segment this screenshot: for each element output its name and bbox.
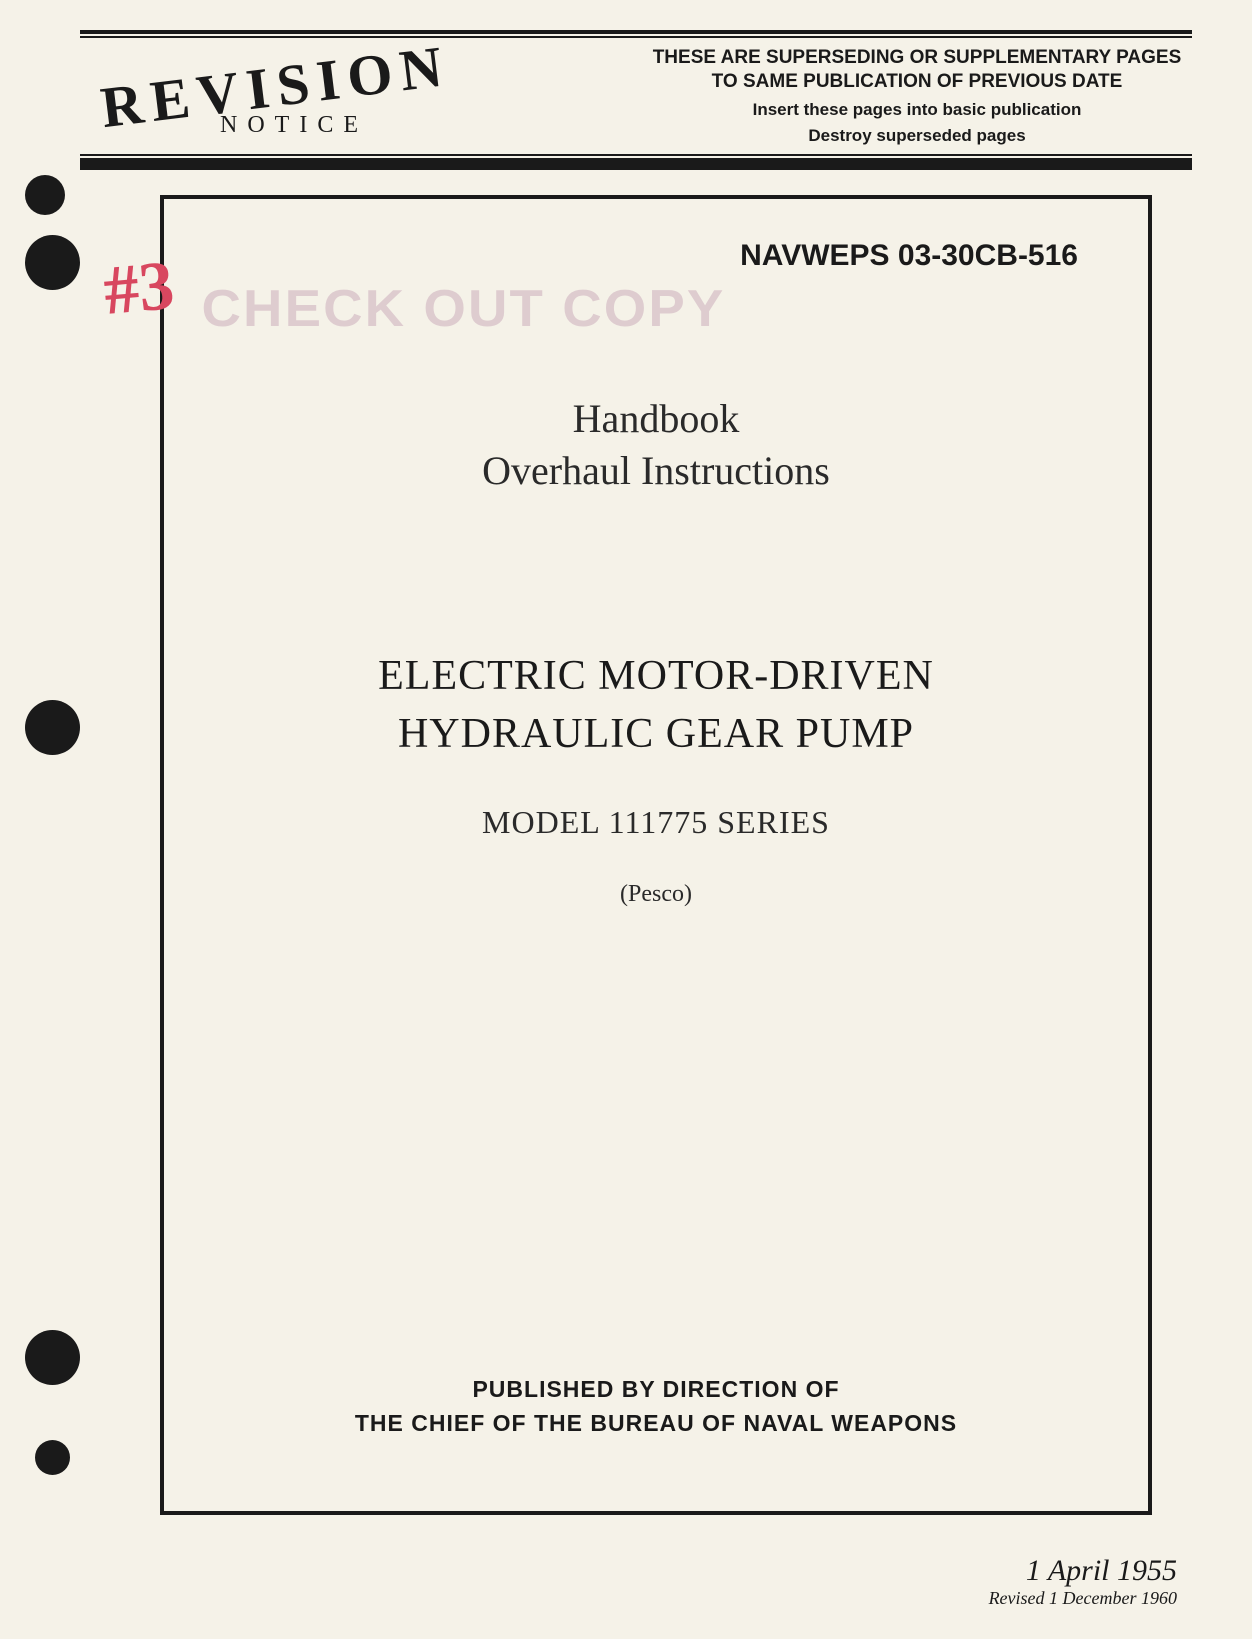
document-number: NAVWEPS 03-30CB-516 xyxy=(204,239,1108,273)
header-content: REVISION NOTICE THESE ARE SUPERSEDING OR… xyxy=(80,38,1192,154)
equipment-title-block: ELECTRIC MOTOR-DRIVEN HYDRAULIC GEAR PUM… xyxy=(204,647,1108,909)
punch-hole xyxy=(25,175,65,215)
publisher-line1: PUBLISHED BY DIRECTION OF xyxy=(164,1372,1148,1407)
supersede-notice: THESE ARE SUPERSEDING OR SUPPLEMENTARY P… xyxy=(652,46,1192,146)
original-date: 1 April 1955 xyxy=(989,1554,1177,1588)
manufacturer: (Pesco) xyxy=(204,881,1108,908)
revision-date: Revised 1 December 1960 xyxy=(989,1588,1177,1609)
punch-hole xyxy=(25,1330,80,1385)
supersede-instruction-1: Insert these pages into basic publicatio… xyxy=(652,100,1182,120)
equipment-title-line1: ELECTRIC MOTOR-DRIVEN xyxy=(204,647,1108,706)
document-page: REVISION NOTICE THESE ARE SUPERSEDING OR… xyxy=(0,0,1252,1639)
handwritten-annotation: #3 xyxy=(101,246,178,332)
handbook-subtitle: Overhaul Instructions xyxy=(204,445,1108,497)
header-section: REVISION NOTICE THESE ARE SUPERSEDING OR… xyxy=(80,30,1192,170)
handbook-title-block: Handbook Overhaul Instructions xyxy=(204,393,1108,497)
revision-notice-block: REVISION NOTICE xyxy=(80,53,451,139)
header-rule-thin xyxy=(80,154,1192,156)
punch-hole xyxy=(25,700,80,755)
supersede-title: THESE ARE SUPERSEDING OR SUPPLEMENTARY P… xyxy=(652,46,1182,94)
header-rule-top xyxy=(80,30,1192,34)
handbook-label: Handbook xyxy=(204,393,1108,445)
equipment-title-line2: HYDRAULIC GEAR PUMP xyxy=(204,705,1108,764)
main-content-box: NAVWEPS 03-30CB-516 #3 CHECK OUT COPY Ha… xyxy=(160,195,1152,1515)
publisher-line2: THE CHIEF OF THE BUREAU OF NAVAL WEAPONS xyxy=(164,1406,1148,1441)
punch-hole xyxy=(35,1440,70,1475)
header-rule-bottom xyxy=(80,158,1192,170)
publisher-block: PUBLISHED BY DIRECTION OF THE CHIEF OF T… xyxy=(164,1372,1148,1441)
model-number: MODEL 111775 SERIES xyxy=(204,804,1108,841)
punch-hole xyxy=(25,235,80,290)
date-block: 1 April 1955 Revised 1 December 1960 xyxy=(989,1554,1177,1609)
supersede-instruction-2: Destroy superseded pages xyxy=(652,126,1182,146)
checkout-stamp: CHECK OUT COPY xyxy=(202,279,726,339)
